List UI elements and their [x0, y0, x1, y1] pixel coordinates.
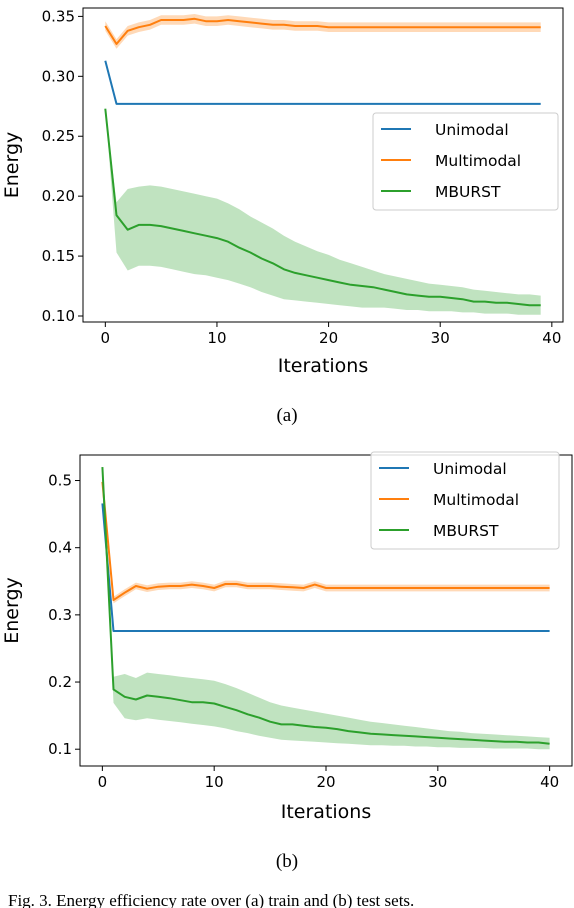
y-tick-label: 0.15	[42, 247, 75, 265]
y-tick-label: 0.1	[48, 740, 72, 758]
x-tick-label: 10	[205, 773, 224, 791]
y-tick-label: 0.35	[42, 7, 75, 25]
axes-frame	[82, 7, 564, 323]
series-line-multimodal	[101, 481, 550, 602]
y-tick-label: 0.4	[48, 539, 72, 557]
x-tick-label: 30	[428, 773, 447, 791]
series-line-mburst	[101, 467, 550, 745]
legend: Unimodal Multimodal MBURST	[370, 451, 560, 550]
subcaption-b: (b)	[276, 851, 298, 872]
x-axis-label: Iterations	[281, 801, 372, 823]
legend-label-multimodal: Multimodal	[435, 152, 521, 170]
x-axis-label: Iterations	[278, 355, 369, 377]
legend-label-multimodal: Multimodal	[433, 491, 519, 509]
x-tick-label: 20	[319, 329, 338, 347]
legend-label-mburst: MBURST	[433, 522, 499, 540]
series-line-unimodal	[104, 60, 541, 105]
x-tick-label: 40	[542, 329, 561, 347]
legend-box	[370, 451, 560, 550]
x-tick-label: 0	[98, 773, 108, 791]
legend: Unimodal Multimodal MBURST	[372, 112, 559, 211]
x-tick-label: 30	[431, 329, 450, 347]
y-tick-label: 0.3	[48, 606, 72, 624]
confidence-band-multimodal	[105, 14, 541, 49]
series-line-mburst	[104, 108, 541, 307]
legend-label-unimodal: Unimodal	[433, 460, 507, 478]
plot-area	[104, 14, 541, 315]
x-tick-label: 0	[101, 329, 111, 347]
legend-label-unimodal: Unimodal	[435, 121, 509, 139]
x-tick-label: 20	[316, 773, 335, 791]
plot-area	[101, 467, 550, 750]
y-tick-label: 0.10	[42, 307, 75, 325]
chart-panel-b: 0 10 20 30 40 0.1 0.2 0.3 0.4 0.5 Iterations Energy…	[1, 451, 573, 823]
y-axis-label: Energy	[1, 132, 23, 199]
y-axis-label: Energy	[1, 577, 23, 644]
y-tick-label: 0.25	[42, 127, 75, 145]
legend-label-mburst: MBURST	[435, 183, 501, 201]
chart-panel-a: 0 10 20 30 40 0.10 0.15 0.20 0.25 0.30 0.35 Iterati…	[1, 7, 564, 377]
series-line-multimodal	[104, 17, 541, 45]
subcaption-a: (a)	[276, 405, 297, 426]
y-tick-label: 0.5	[48, 472, 72, 490]
x-tick-label: 40	[540, 773, 559, 791]
confidence-band-mburst	[105, 108, 541, 315]
figure-caption: Fig. 3. Energy efficiency rate over (a) …	[8, 891, 414, 908]
y-tick-label: 0.2	[48, 673, 72, 691]
legend-box	[372, 112, 559, 211]
x-tick-label: 10	[207, 329, 226, 347]
y-tick-label: 0.30	[42, 67, 75, 85]
confidence-band-multimodal	[102, 479, 550, 604]
y-tick-label: 0.20	[42, 187, 75, 205]
